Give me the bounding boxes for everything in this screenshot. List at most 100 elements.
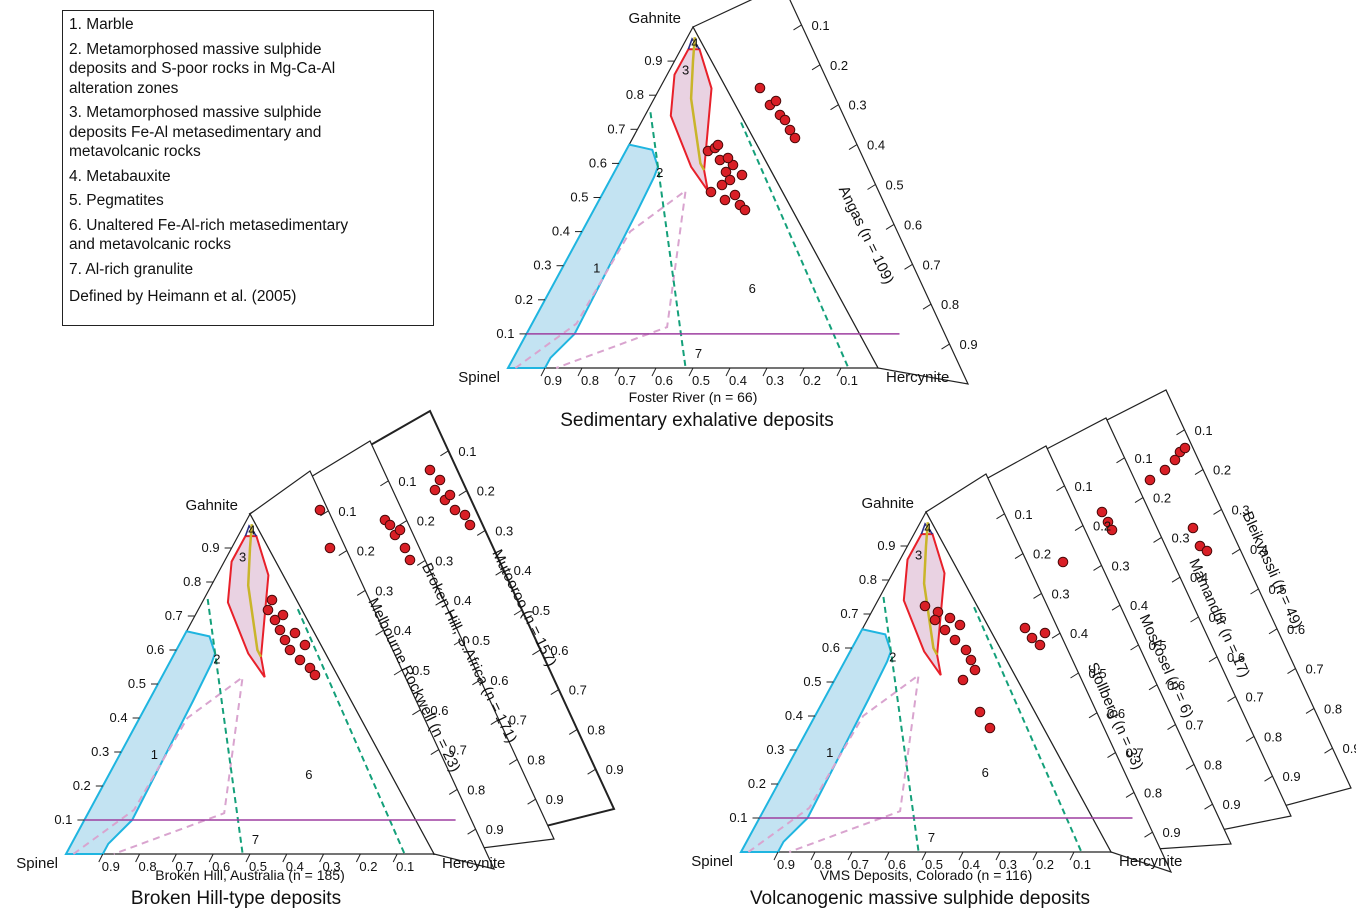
bottom-tick — [135, 853, 141, 863]
stacked-tick — [416, 559, 426, 566]
data-point — [754, 82, 766, 94]
stacked-tick — [1194, 469, 1204, 476]
bottom-tick-label: 0.7 — [618, 373, 636, 388]
stacked-tick-label: 0.3 — [1232, 502, 1250, 517]
data-point — [1057, 556, 1069, 568]
stacked-tick — [1185, 763, 1195, 770]
bottom-tick — [847, 851, 853, 861]
field-label: 6 — [982, 765, 989, 780]
data-point — [919, 600, 931, 612]
data-point — [957, 674, 969, 686]
data-point — [969, 664, 981, 676]
stacked-tick — [1171, 576, 1181, 583]
data-point — [716, 179, 728, 191]
field-2-boundary — [72, 674, 244, 855]
bottom-tick — [799, 367, 805, 377]
stacked-tick-label: 0.7 — [569, 683, 587, 698]
stacked-tick-label: 0.7 — [1246, 690, 1264, 705]
stacked-tick-label: 0.1 — [1015, 507, 1033, 522]
left-tick-label: 0.3 — [533, 258, 551, 273]
data-point — [464, 519, 476, 531]
data-point — [309, 669, 321, 681]
field-label: 3 — [239, 550, 246, 565]
bottom-tick — [651, 367, 657, 377]
left-tick-label: 0.5 — [570, 190, 588, 205]
stacked-tick-label: 0.6 — [1167, 678, 1185, 693]
stacked-tick-label: 0.1 — [812, 18, 830, 33]
field-label: 4 — [691, 35, 698, 50]
bottom-tick-label: 0.5 — [692, 373, 710, 388]
field-label: 3 — [682, 63, 689, 78]
left-tick-label: 0.4 — [552, 224, 570, 239]
stacked-tick — [1070, 672, 1079, 679]
stacked-tick-label: 0.4 — [1070, 626, 1088, 641]
data-point — [736, 169, 748, 181]
stacked-tick-label: 0.7 — [1306, 662, 1324, 677]
bottom-tick — [810, 851, 816, 861]
stacked-tick — [1305, 707, 1315, 714]
stacked-tick — [1134, 497, 1144, 504]
stacked-tick — [513, 609, 523, 616]
stacked-tick — [830, 104, 839, 111]
corner-label-hercynite: Hercynite — [1119, 853, 1182, 870]
legend-item-metabauxite: 4. Metabauxite — [69, 167, 171, 185]
stacked-tick-label: 0.9 — [1163, 825, 1181, 840]
data-point — [949, 634, 961, 646]
stacked-tick — [1264, 775, 1273, 782]
stacked-tick-label: 0.4 — [1190, 570, 1208, 585]
data-point — [274, 624, 286, 636]
data-point — [729, 189, 741, 201]
data-point — [404, 554, 416, 566]
bottom-tick-label: 0.8 — [581, 373, 599, 388]
corner-label-spinel: Spinel — [458, 369, 500, 386]
data-point — [294, 654, 306, 666]
stacked-tick-label: 0.5 — [886, 178, 904, 193]
stacked-tick-label: 0.9 — [486, 822, 504, 837]
left-tick-label: 0.7 — [840, 606, 858, 621]
bottom-tick — [1032, 851, 1038, 861]
stacked-tick-label: 0.6 — [430, 703, 448, 718]
bottom-tick — [725, 367, 731, 377]
bottom-tick — [884, 851, 890, 861]
stacked-tick-label: 0.3 — [375, 583, 393, 598]
stacked-tick — [380, 480, 389, 487]
data-point — [722, 152, 734, 164]
panel-title: Volcanogenic massive sulphide deposits — [750, 888, 1090, 909]
stacked-tick-label: 0.2 — [1153, 491, 1171, 506]
stacked-tick-label: 0.1 — [1135, 451, 1153, 466]
data-point — [739, 204, 751, 216]
bottom-tick — [282, 853, 288, 863]
data-point — [279, 634, 291, 646]
stacked-tick-label: 0.4 — [394, 623, 412, 638]
bottom-tick — [958, 851, 964, 861]
data-point — [939, 624, 951, 636]
data-point — [712, 139, 724, 151]
stacked-tick-label: 0.3 — [849, 98, 867, 113]
legend-item-sulphide-mg: 2. Metamorphosed massive sulphide deposi… — [69, 40, 336, 97]
stacked-tick-label: 0.6 — [550, 643, 568, 658]
stacked-tick — [1125, 791, 1135, 798]
bottom-tick-label: 0.1 — [396, 859, 414, 874]
field-3-sulphide — [226, 535, 270, 678]
bottom-tick — [245, 853, 251, 863]
left-tick-label: 0.1 — [54, 812, 72, 827]
main-sample-label: Foster River (n = 66) — [629, 389, 758, 405]
stacked-tick — [495, 569, 504, 576]
stacked-tick-label: 0.7 — [923, 257, 941, 272]
data-point — [1106, 524, 1118, 536]
bottom-tick-label: 0.9 — [777, 857, 795, 872]
stacked-tick-label: 0.4 — [867, 138, 885, 153]
stacked-tick — [811, 64, 821, 71]
panel-title: Sedimentary exhalative deposits — [560, 410, 834, 431]
left-tick-label: 0.4 — [110, 710, 128, 725]
stacked-tick-label: 0.9 — [606, 762, 624, 777]
field-2-boundary — [747, 672, 920, 853]
data-point — [394, 524, 406, 536]
stacked-tick — [848, 144, 858, 151]
legend-box: 1. Marble 2. Metamorphosed massive sulph… — [62, 10, 434, 326]
panel-title: Broken Hill-type deposits — [131, 888, 341, 909]
bottom-tick — [355, 853, 361, 863]
data-point — [984, 722, 996, 734]
data-point — [960, 644, 972, 656]
